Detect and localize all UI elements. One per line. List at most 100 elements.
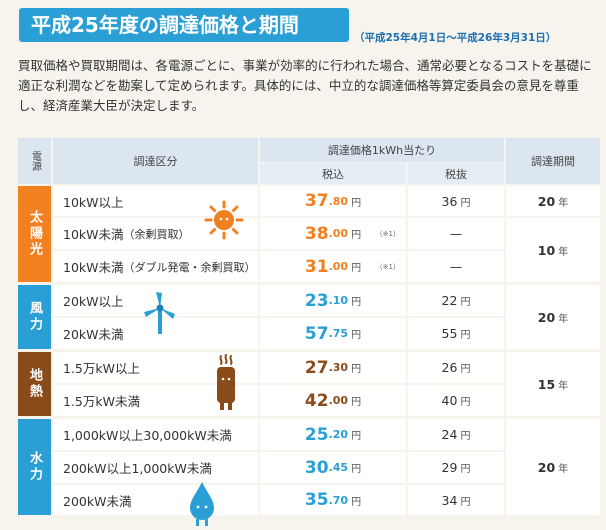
table-row-category: 10kW未満 （ダブル発電・余剰買取） [53,251,258,282]
price-int: 38 [304,223,329,244]
header-tax-out: 税抜 [408,163,504,184]
table-row-tax-out: 36 円 [408,186,504,216]
price-int: 23 [304,290,329,311]
footnote-mark: （※1） [375,229,400,238]
unit-yen: 円 [460,496,471,508]
header-source: 電源 [18,138,51,184]
water-drop-icon [190,482,214,526]
table-row-tax-out: — [408,251,504,282]
unit-yen: 円 [351,197,362,209]
period-cell: 20 年 [506,419,600,515]
category-name: 200kW未満 [63,493,132,509]
unit-year: 年 [558,463,569,475]
price-int: 57 [304,323,329,344]
period-label: （平成25年4月1日～平成26年3月31日） [354,32,557,44]
price-dec: .70 [328,493,349,507]
unit-year: 年 [558,197,569,209]
unit-yen: 円 [351,397,362,408]
category-name: 20kW未満 [63,327,124,342]
price-int: 27 [304,357,329,378]
intro-text: 買取価格や買取期間は、各電源ごとに、事業が効率的に行われた場合、通常必要となるコ… [18,58,592,113]
price-dec: .00 [328,260,349,273]
unit-yen: 円 [351,364,362,375]
period-cell: 20 年 [506,186,600,216]
sun-icon [204,200,244,240]
price-int: 35 [304,490,329,510]
category-name: 20kW以上 [63,294,124,309]
period-value: 20 [537,459,556,475]
price-dec: .30 [328,361,349,374]
price-int: 25 [304,424,329,445]
period-value: 20 [537,193,556,209]
period-cell: 10 年 [506,218,600,282]
table-row-tax-out: 24 円 [408,419,504,450]
table-row-price: 25 .20 円 [260,419,406,450]
category-extra: （余剰買取） [123,227,190,241]
tax-out-value: 55 [441,326,458,341]
period-value: 10 [537,242,556,258]
category-name: 1.5万kW以上 [63,361,140,376]
table-row-price: 30 .45 円 [260,452,406,483]
tax-out-value: 40 [441,393,458,408]
unit-yen: 円 [460,297,471,308]
table-row-tax-out: 22 円 [408,285,504,316]
unit-year: 年 [558,313,569,325]
category-geothermal: 地熱 [18,352,51,416]
table-row-price: 35 .70 円 [260,485,406,515]
tax-out-value: 29 [441,460,458,475]
category-hydro: 水力 [18,419,51,515]
table-row-tax-out: 29 円 [408,452,504,483]
table-row-price: 27 .30 円 [260,352,406,383]
header-price: 調達価格1kWh当たり [260,138,504,162]
tax-out-value: — [449,259,463,274]
category-wind: 風力 [18,285,51,349]
page-title: 平成25年度の調達価格と期間 [19,8,349,42]
period-value: 20 [537,309,556,325]
tax-out-value: 22 [441,293,458,308]
tax-out-value: 34 [441,492,458,508]
table-row-category: 20kW未満 [53,318,258,349]
category-solar: 太陽光 [18,186,51,282]
price-dec: .00 [328,394,349,407]
unit-yen: 円 [351,297,362,308]
geothermal-icon [217,354,235,410]
unit-yen: 円 [351,263,362,274]
table-row-tax-out: 26 円 [408,352,504,383]
unit-yen: 円 [460,364,471,375]
unit-year: 年 [558,246,569,258]
header-period: 調達期間 [506,138,600,184]
price-dec: .80 [328,194,349,208]
tax-out-value: 26 [441,360,458,375]
unit-yen: 円 [460,464,471,475]
category-name: 10kW未満 [63,227,124,242]
table-row-price: 31 .00 円 （※1） [260,251,406,282]
price-dec: .20 [328,428,349,441]
period-cell: 20 年 [506,285,600,349]
tax-out-value: 24 [441,427,458,442]
unit-yen: 円 [460,397,471,408]
table-row-tax-out: 40 円 [408,385,504,416]
price-int: 37 [304,191,329,211]
unit-yen: 円 [460,197,471,209]
tax-out-value: — [449,226,463,241]
unit-yen: 円 [351,431,362,442]
category-extra: （ダブル発電・余剰買取） [123,260,256,274]
period-cell: 15 年 [506,352,600,416]
price-dec: .75 [328,327,349,340]
table-row-category: 200kW未満 [53,485,258,515]
unit-yen: 円 [351,464,362,475]
tax-out-value: 36 [441,193,458,209]
price-dec: .45 [328,461,349,474]
category-name: 10kW以上 [63,194,124,210]
price-int: 42 [304,390,329,411]
table-row-price: 57 .75 円 [260,318,406,349]
header-tax-in: 税込 [260,163,406,184]
table-row-price: 37 .80 円 [260,186,406,216]
period-value: 15 [537,376,556,392]
price-int: 30 [304,457,329,478]
table-row-price: 42 .00 円 [260,385,406,416]
category-name: 200kW以上1,000kW未満 [63,461,212,476]
wind-turbine-icon [144,292,175,334]
table-row-tax-out: 55 円 [408,318,504,349]
table-row-tax-out: — [408,218,504,249]
